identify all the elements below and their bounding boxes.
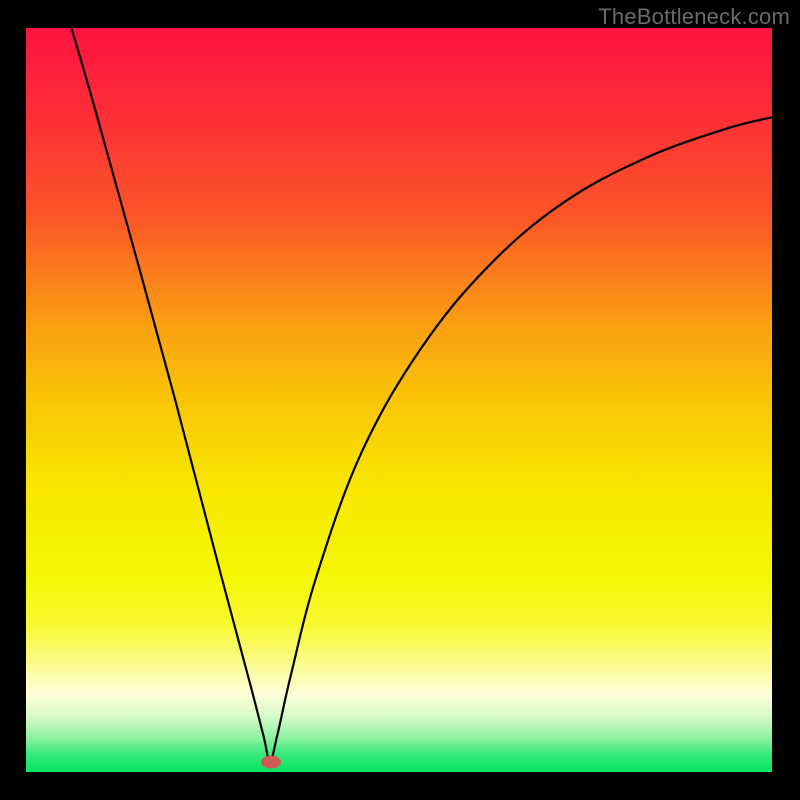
- bottleneck-curve: [26, 28, 772, 772]
- watermark-text: TheBottleneck.com: [598, 4, 790, 30]
- minimum-marker: [261, 756, 281, 769]
- plot-area: [26, 28, 772, 772]
